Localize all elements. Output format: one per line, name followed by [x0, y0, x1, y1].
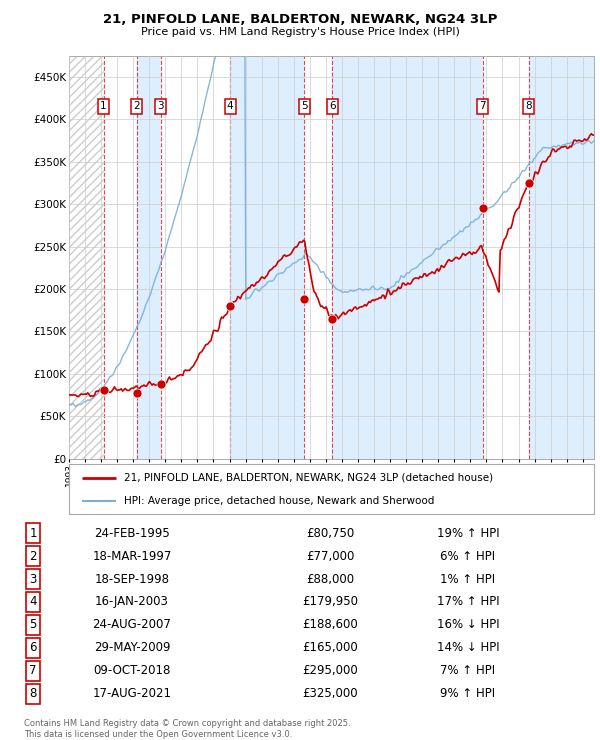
Bar — [104, 56, 137, 459]
Bar — [529, 56, 594, 459]
Text: £165,000: £165,000 — [302, 642, 358, 654]
Text: 4: 4 — [29, 596, 37, 608]
Text: 5: 5 — [29, 619, 37, 631]
Text: £188,600: £188,600 — [302, 619, 358, 631]
Text: 7: 7 — [29, 665, 37, 677]
Text: 24-FEB-1995: 24-FEB-1995 — [94, 527, 170, 539]
Text: Contains HM Land Registry data © Crown copyright and database right 2025.
This d: Contains HM Land Registry data © Crown c… — [24, 719, 350, 739]
Text: 6: 6 — [329, 101, 336, 112]
Text: 29-MAY-2009: 29-MAY-2009 — [94, 642, 170, 654]
Text: 21, PINFOLD LANE, BALDERTON, NEWARK, NG24 3LP (detached house): 21, PINFOLD LANE, BALDERTON, NEWARK, NG2… — [124, 473, 493, 482]
Text: Price paid vs. HM Land Registry's House Price Index (HPI): Price paid vs. HM Land Registry's House … — [140, 27, 460, 38]
Text: 17-AUG-2021: 17-AUG-2021 — [92, 687, 172, 700]
Text: 1% ↑ HPI: 1% ↑ HPI — [440, 573, 496, 585]
Text: 3: 3 — [29, 573, 37, 585]
Text: 9% ↑ HPI: 9% ↑ HPI — [440, 687, 496, 700]
Bar — [230, 56, 304, 459]
Bar — [483, 56, 529, 459]
Text: 5: 5 — [301, 101, 308, 112]
Text: £179,950: £179,950 — [302, 596, 358, 608]
Text: £80,750: £80,750 — [306, 527, 354, 539]
Text: 14% ↓ HPI: 14% ↓ HPI — [437, 642, 499, 654]
Text: 1: 1 — [100, 101, 107, 112]
Text: 1: 1 — [29, 527, 37, 539]
Text: 7: 7 — [479, 101, 486, 112]
Text: 6: 6 — [29, 642, 37, 654]
Text: 21, PINFOLD LANE, BALDERTON, NEWARK, NG24 3LP: 21, PINFOLD LANE, BALDERTON, NEWARK, NG2… — [103, 13, 497, 27]
Text: 3: 3 — [158, 101, 164, 112]
Text: 7% ↑ HPI: 7% ↑ HPI — [440, 665, 496, 677]
Text: 19% ↑ HPI: 19% ↑ HPI — [437, 527, 499, 539]
Text: 2: 2 — [133, 101, 140, 112]
Text: 16-JAN-2003: 16-JAN-2003 — [95, 596, 169, 608]
Text: £88,000: £88,000 — [306, 573, 354, 585]
Text: 09-OCT-2018: 09-OCT-2018 — [94, 665, 170, 677]
Text: 24-AUG-2007: 24-AUG-2007 — [92, 619, 172, 631]
Text: 18-SEP-1998: 18-SEP-1998 — [95, 573, 170, 585]
Text: 2: 2 — [29, 550, 37, 562]
Bar — [304, 56, 332, 459]
Text: £77,000: £77,000 — [306, 550, 354, 562]
Text: 8: 8 — [526, 101, 532, 112]
Text: 18-MAR-1997: 18-MAR-1997 — [92, 550, 172, 562]
Text: 6% ↑ HPI: 6% ↑ HPI — [440, 550, 496, 562]
Text: 16% ↓ HPI: 16% ↓ HPI — [437, 619, 499, 631]
Bar — [69, 56, 104, 459]
Text: 8: 8 — [29, 687, 37, 700]
Bar — [332, 56, 483, 459]
Text: 17% ↑ HPI: 17% ↑ HPI — [437, 596, 499, 608]
Text: HPI: Average price, detached house, Newark and Sherwood: HPI: Average price, detached house, Newa… — [124, 496, 434, 505]
Bar — [161, 56, 230, 459]
Text: £295,000: £295,000 — [302, 665, 358, 677]
Text: 4: 4 — [227, 101, 233, 112]
Bar — [137, 56, 161, 459]
Text: £325,000: £325,000 — [302, 687, 358, 700]
